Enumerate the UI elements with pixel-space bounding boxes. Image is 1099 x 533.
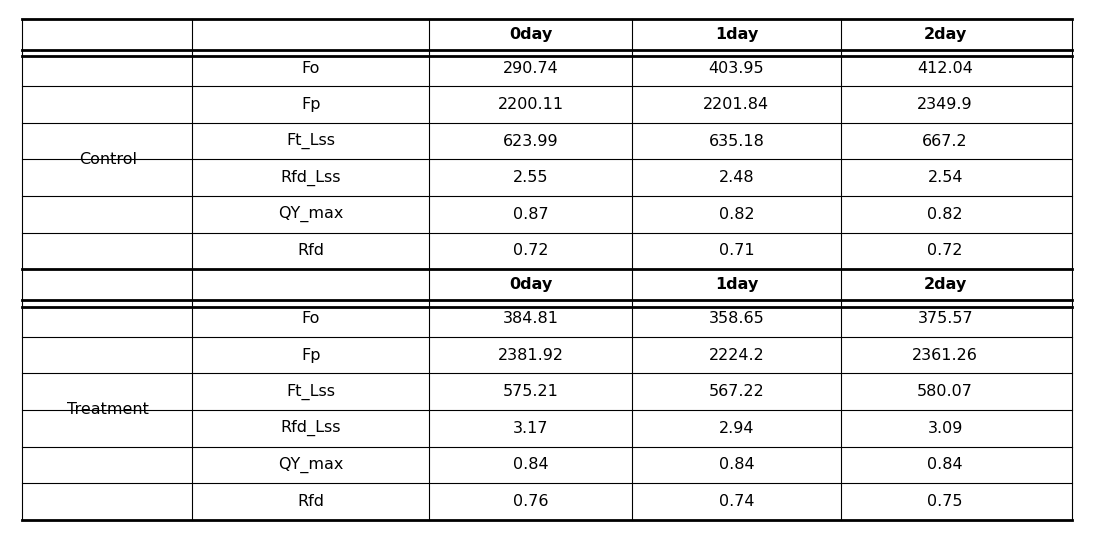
Text: QY_max: QY_max <box>278 457 344 473</box>
Text: 0day: 0day <box>509 277 553 292</box>
Text: Rfd: Rfd <box>298 244 324 259</box>
Text: 0.82: 0.82 <box>928 207 963 222</box>
Text: Ft_Lss: Ft_Lss <box>287 384 335 400</box>
Text: 2.94: 2.94 <box>719 421 754 436</box>
Text: 0.71: 0.71 <box>719 244 754 259</box>
Text: 3.09: 3.09 <box>928 421 963 436</box>
Text: 0.72: 0.72 <box>928 244 963 259</box>
Text: 358.65: 358.65 <box>709 311 764 326</box>
Text: 2361.26: 2361.26 <box>912 348 978 362</box>
Text: 0.76: 0.76 <box>513 494 548 509</box>
Text: 2224.2: 2224.2 <box>709 348 764 362</box>
Text: 580.07: 580.07 <box>918 384 973 399</box>
Text: Fo: Fo <box>302 61 320 76</box>
Text: 2day: 2day <box>923 277 967 292</box>
Text: 623.99: 623.99 <box>503 134 558 149</box>
Text: 0.84: 0.84 <box>513 457 548 472</box>
Text: 2201.84: 2201.84 <box>703 97 769 112</box>
Text: 2.54: 2.54 <box>928 170 963 185</box>
Text: 575.21: 575.21 <box>503 384 558 399</box>
Text: 2.48: 2.48 <box>719 170 754 185</box>
Text: Rfd_Lss: Rfd_Lss <box>280 420 342 437</box>
Text: Rfd: Rfd <box>298 494 324 509</box>
Text: 0.72: 0.72 <box>513 244 548 259</box>
Text: 2381.92: 2381.92 <box>498 348 564 362</box>
Text: 290.74: 290.74 <box>503 61 558 76</box>
Text: 635.18: 635.18 <box>709 134 764 149</box>
Text: Control: Control <box>79 152 136 167</box>
Text: Fo: Fo <box>302 311 320 326</box>
Text: 0.82: 0.82 <box>719 207 754 222</box>
Text: 0.84: 0.84 <box>719 457 754 472</box>
Text: 2200.11: 2200.11 <box>498 97 564 112</box>
Text: 412.04: 412.04 <box>918 61 973 76</box>
Text: 0.75: 0.75 <box>928 494 963 509</box>
Text: 0.74: 0.74 <box>719 494 754 509</box>
Text: 1day: 1day <box>714 27 758 42</box>
Text: Fp: Fp <box>301 97 321 112</box>
Text: Fp: Fp <box>301 348 321 362</box>
Text: 0day: 0day <box>509 27 553 42</box>
Text: 0.87: 0.87 <box>513 207 548 222</box>
Text: 567.22: 567.22 <box>709 384 764 399</box>
Text: 384.81: 384.81 <box>503 311 558 326</box>
Text: Rfd_Lss: Rfd_Lss <box>280 169 342 186</box>
Text: 1day: 1day <box>714 277 758 292</box>
Text: 375.57: 375.57 <box>918 311 973 326</box>
Text: 403.95: 403.95 <box>709 61 764 76</box>
Text: 0.84: 0.84 <box>928 457 963 472</box>
Text: Treatment: Treatment <box>67 402 148 417</box>
Text: Ft_Lss: Ft_Lss <box>287 133 335 149</box>
Text: QY_max: QY_max <box>278 206 344 222</box>
Text: 2.55: 2.55 <box>513 170 548 185</box>
Text: 3.17: 3.17 <box>513 421 548 436</box>
Text: 667.2: 667.2 <box>922 134 968 149</box>
Text: 2day: 2day <box>923 27 967 42</box>
Text: 2349.9: 2349.9 <box>918 97 973 112</box>
